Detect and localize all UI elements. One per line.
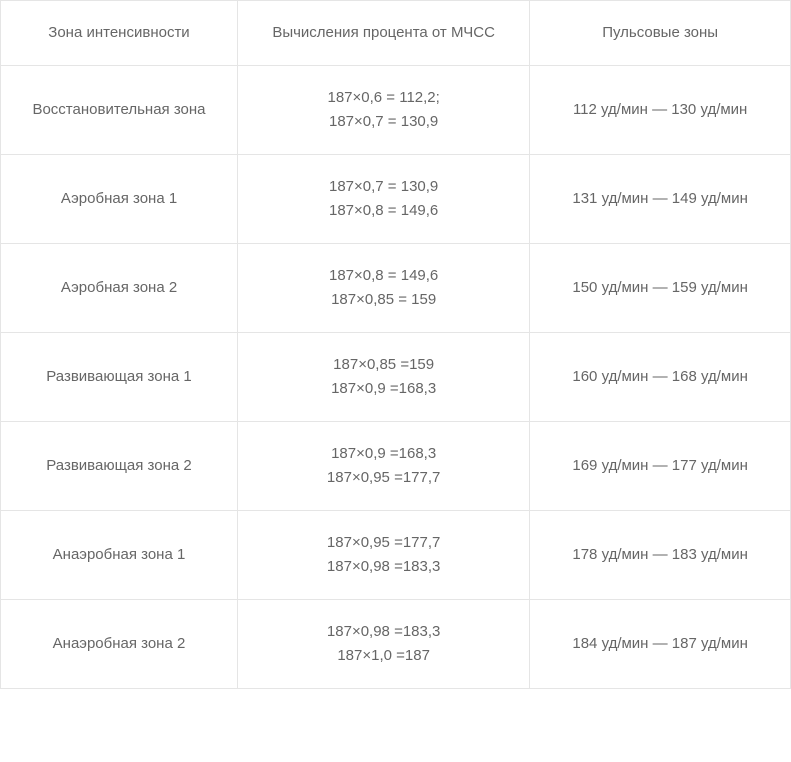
pulse-zones-table: Зона интенсивности Вычисления процента о… (0, 0, 791, 689)
zone-cell: Аэробная зона 1 (1, 155, 238, 244)
table-row: Анаэробная зона 2 187×0,98 =183,3 187×1,… (1, 600, 791, 689)
header-zone: Зона интенсивности (1, 1, 238, 66)
pulse-cell: 184 уд/мин — 187 уд/мин (530, 600, 791, 689)
zone-cell: Анаэробная зона 1 (1, 511, 238, 600)
table-row: Развивающая зона 2 187×0,9 =168,3 187×0,… (1, 422, 791, 511)
header-row: Зона интенсивности Вычисления процента о… (1, 1, 791, 66)
header-pulse: Пульсовые зоны (530, 1, 791, 66)
table-row: Аэробная зона 2 187×0,8 = 149,6 187×0,85… (1, 244, 791, 333)
zone-cell: Аэробная зона 2 (1, 244, 238, 333)
table-header: Зона интенсивности Вычисления процента о… (1, 1, 791, 66)
pulse-cell: 169 уд/мин — 177 уд/мин (530, 422, 791, 511)
calc-cell: 187×0,9 =168,3 187×0,95 =177,7 (238, 422, 530, 511)
calc-cell: 187×0,85 =159 187×0,9 =168,3 (238, 333, 530, 422)
table-body: Восстановительная зона 187×0,6 = 112,2; … (1, 66, 791, 689)
calc-cell: 187×0,6 = 112,2; 187×0,7 = 130,9 (238, 66, 530, 155)
table-row: Восстановительная зона 187×0,6 = 112,2; … (1, 66, 791, 155)
pulse-cell: 131 уд/мин — 149 уд/мин (530, 155, 791, 244)
zone-cell: Развивающая зона 1 (1, 333, 238, 422)
calc-cell: 187×0,7 = 130,9 187×0,8 = 149,6 (238, 155, 530, 244)
table-row: Аэробная зона 1 187×0,7 = 130,9 187×0,8 … (1, 155, 791, 244)
zone-cell: Восстановительная зона (1, 66, 238, 155)
table-row: Развивающая зона 1 187×0,85 =159 187×0,9… (1, 333, 791, 422)
zone-cell: Анаэробная зона 2 (1, 600, 238, 689)
calc-cell: 187×0,95 =177,7 187×0,98 =183,3 (238, 511, 530, 600)
calc-cell: 187×0,8 = 149,6 187×0,85 = 159 (238, 244, 530, 333)
zone-cell: Развивающая зона 2 (1, 422, 238, 511)
table-row: Анаэробная зона 1 187×0,95 =177,7 187×0,… (1, 511, 791, 600)
pulse-cell: 112 уд/мин — 130 уд/мин (530, 66, 791, 155)
header-calc: Вычисления процента от МЧСС (238, 1, 530, 66)
pulse-cell: 150 уд/мин — 159 уд/мин (530, 244, 791, 333)
pulse-cell: 160 уд/мин — 168 уд/мин (530, 333, 791, 422)
calc-cell: 187×0,98 =183,3 187×1,0 =187 (238, 600, 530, 689)
pulse-cell: 178 уд/мин — 183 уд/мин (530, 511, 791, 600)
